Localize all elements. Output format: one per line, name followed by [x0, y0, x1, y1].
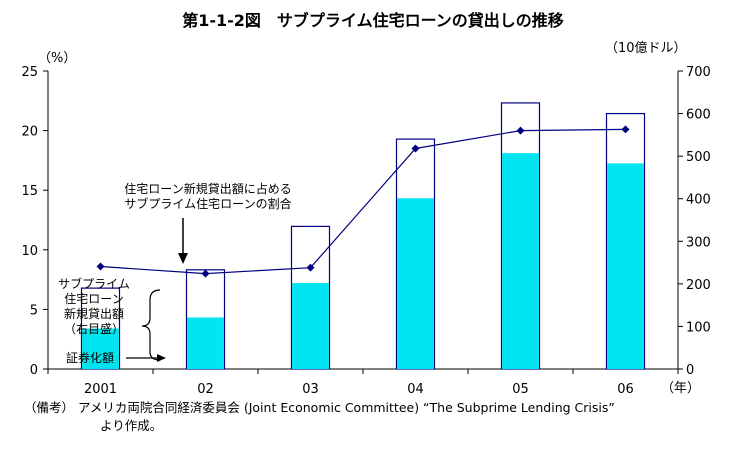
x-axis-year-suffix: （年）	[661, 381, 700, 396]
annotation-total-brace	[141, 289, 161, 361]
x-tick-label: 03	[302, 382, 319, 397]
share-point-05	[516, 126, 525, 135]
source-note-line-1: アメリカ両院合同経済委員会 (Joint Economic Committee)…	[78, 400, 615, 415]
share-point-04	[411, 144, 420, 153]
right-tick-label: 500	[686, 150, 711, 165]
share-point-2001	[96, 262, 105, 271]
annotation-total-line-4: （右目盛）	[64, 321, 124, 336]
annotation-total-line-3: 新規貸出額	[64, 306, 124, 321]
left-tick-label: 5	[30, 303, 38, 318]
annotation-share-line-1: 住宅ローン新規貸出額に占める	[124, 181, 291, 196]
share-point-02	[201, 269, 210, 278]
bar-securitized-04	[397, 198, 434, 369]
annotation-share: 住宅ローン新規貸出額に占める サブプライム住宅ローンの割合	[124, 181, 292, 264]
right-tick-label: 300	[686, 235, 711, 250]
x-tick-label: 05	[512, 382, 529, 397]
annotation-securitized-arrowhead	[157, 354, 166, 362]
chart: 第1-1-2図 サブプライム住宅ローンの貸出しの推移 （%） （10億ドル） 0…	[21, 11, 710, 397]
source-note-continued: より作成。	[100, 417, 162, 435]
right-tick-label: 100	[686, 320, 711, 335]
annotation-share-line-2: サブプライム住宅ローンの割合	[124, 196, 291, 211]
bar-securitized-2001	[82, 328, 119, 369]
bar-securitized-03	[292, 283, 329, 369]
share-line	[100, 128, 626, 275]
annotation-total-line-2: 住宅ローン	[64, 291, 123, 306]
right-tick-label: 600	[686, 108, 711, 123]
chart-title: 第1-1-2図 サブプライム住宅ローンの貸出しの推移	[182, 11, 564, 30]
share-point-06	[621, 125, 630, 134]
bar-securitized-06	[607, 163, 644, 369]
x-tick-label: 04	[407, 382, 424, 397]
left-tick-label: 10	[21, 244, 38, 259]
left-tick-label: 25	[21, 65, 38, 80]
right-tick-label: 700	[686, 65, 711, 80]
x-tick-label: 06	[617, 382, 634, 397]
left-tick-label: 15	[21, 184, 38, 199]
right-tick-label: 400	[686, 193, 711, 208]
source-note-line-2: より作成。	[100, 418, 163, 433]
share-point-03	[306, 263, 315, 272]
x-tick-label: 02	[197, 382, 214, 397]
right-tick-label: 200	[686, 278, 711, 293]
bar-securitized-05	[502, 153, 539, 369]
left-tick-label: 0	[30, 363, 38, 378]
annotation-securitized-label: 証券化額	[66, 350, 114, 365]
right-tick-label: 0	[686, 363, 694, 378]
bar-securitized-02	[187, 317, 224, 369]
annotation-share-arrowhead	[178, 253, 188, 264]
source-note-label: （備考）	[24, 400, 75, 415]
source-note: （備考） アメリカ両院合同経済委員会 (Joint Economic Commi…	[24, 399, 615, 417]
annotation-securitized: 証券化額	[66, 350, 166, 365]
left-tick-label: 20	[21, 125, 38, 140]
annotation-total-line-1: サブプライム	[58, 276, 130, 291]
x-tick-label: 2001	[84, 382, 117, 397]
right-axis-unit: （10億ドル）	[605, 40, 687, 56]
left-axis-unit: （%）	[38, 51, 76, 66]
annotation-total: サブプライム 住宅ローン 新規貸出額 （右目盛）	[58, 276, 161, 361]
